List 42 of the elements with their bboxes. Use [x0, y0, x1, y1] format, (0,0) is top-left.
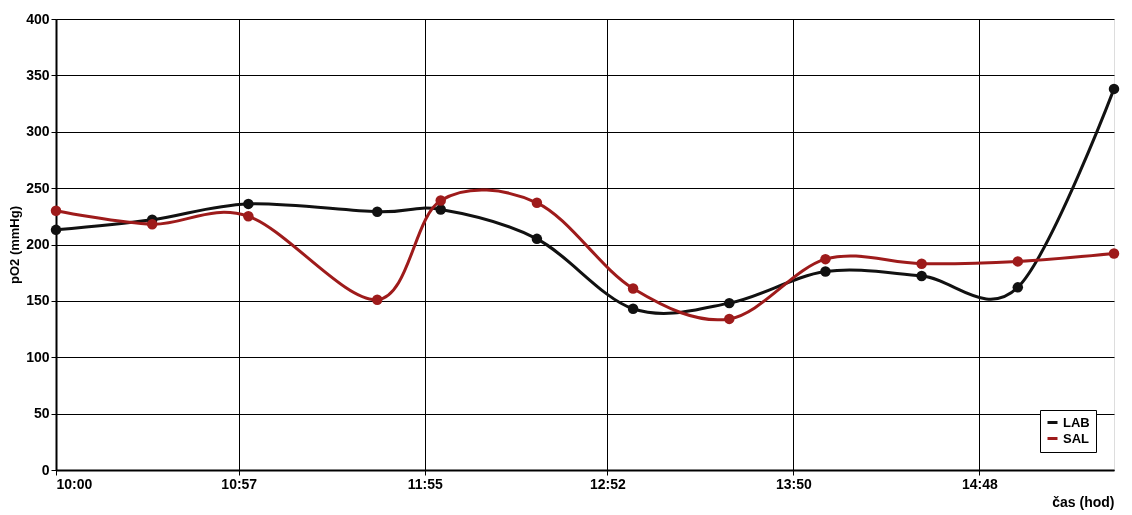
y-tick-label: 200	[26, 236, 50, 252]
point	[372, 206, 383, 218]
legend-label: LAB	[1063, 414, 1090, 430]
y-axis-title: pO2 (mmHg)	[7, 206, 23, 284]
x-tick-label: 11:55	[407, 475, 443, 492]
point	[820, 266, 831, 277]
y-tick-label: 350	[26, 66, 50, 83]
x-axis-title: čas (hod)	[1052, 493, 1115, 510]
point	[435, 195, 446, 206]
x-tick-label: 13:50	[775, 475, 812, 492]
point	[627, 303, 639, 314]
point	[531, 233, 543, 245]
y-tick-label: 100	[26, 348, 50, 365]
point	[916, 258, 927, 269]
point	[724, 297, 735, 309]
x-tick-label: 10:00	[56, 475, 93, 492]
y-tick-label: 250	[26, 179, 50, 196]
legend-label: SAL	[1063, 430, 1090, 446]
point	[50, 205, 62, 216]
point	[1108, 83, 1120, 95]
point	[627, 283, 639, 294]
y-tick-label: 300	[26, 123, 50, 140]
point	[1012, 282, 1024, 293]
x-tick-label: 12:52	[590, 475, 627, 492]
point	[243, 211, 254, 222]
y-tick-label: 150	[26, 292, 50, 309]
point	[243, 198, 254, 210]
x-tick-label: 10:57	[221, 475, 258, 492]
point	[531, 197, 543, 209]
point	[916, 270, 927, 282]
point	[146, 218, 158, 230]
y-tick-label: 50	[33, 405, 50, 422]
x-tick-label: 14:48	[961, 475, 998, 492]
point	[1108, 248, 1120, 259]
point	[435, 204, 446, 215]
y-tick-label: 0	[41, 461, 50, 478]
point	[372, 294, 383, 305]
point	[820, 253, 831, 265]
point	[50, 224, 62, 236]
y-tick-label: 400	[26, 10, 50, 27]
point	[724, 313, 735, 325]
point	[1012, 256, 1024, 267]
